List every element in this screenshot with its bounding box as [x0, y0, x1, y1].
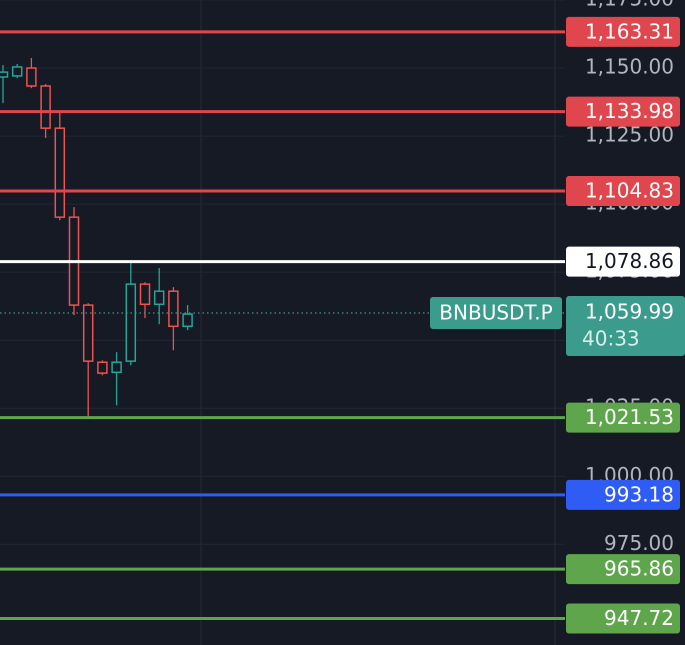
y-tick-label: 1,175.00 [585, 0, 674, 11]
candle-body [54, 127, 66, 218]
candle-body [11, 66, 23, 77]
level-label-box [566, 16, 680, 47]
level-label-box [566, 175, 680, 206]
level-label: 1,021.53 [585, 405, 674, 429]
level-label: 1,078.86 [585, 249, 674, 273]
last-price-label: 1,059.99 [585, 300, 674, 324]
level-label: 1,133.98 [585, 99, 674, 123]
candle-body [153, 290, 165, 306]
level-label-box [566, 479, 680, 510]
candle-body [0, 71, 9, 78]
candle-body [125, 283, 137, 362]
last-price-box [566, 296, 685, 357]
level-label: 1,104.83 [585, 178, 674, 202]
level-label: 1,163.31 [585, 19, 674, 43]
level-label-box [566, 96, 680, 127]
level-label: 993.18 [604, 482, 674, 506]
candle-body [82, 304, 94, 362]
y-tick-label: 1,150.00 [585, 55, 674, 79]
level-label: 947.72 [604, 606, 674, 630]
candle-body [26, 67, 37, 87]
level-label-box [566, 246, 680, 277]
level-label-box [566, 603, 680, 634]
level-label: 965.86 [604, 557, 674, 581]
candle-body [97, 361, 108, 374]
candle-body [111, 361, 122, 374]
symbol-label: BNBUSDT.P [439, 301, 552, 325]
level-label-box [566, 402, 680, 433]
candle-body [182, 313, 193, 328]
candle-body [139, 283, 151, 306]
candle-body [40, 85, 51, 129]
symbol-label-box [430, 297, 562, 330]
candle-body [168, 290, 179, 328]
countdown-label: 40:33 [582, 327, 640, 351]
level-label-box [566, 554, 680, 585]
y-tick-label: 975.00 [604, 531, 674, 555]
